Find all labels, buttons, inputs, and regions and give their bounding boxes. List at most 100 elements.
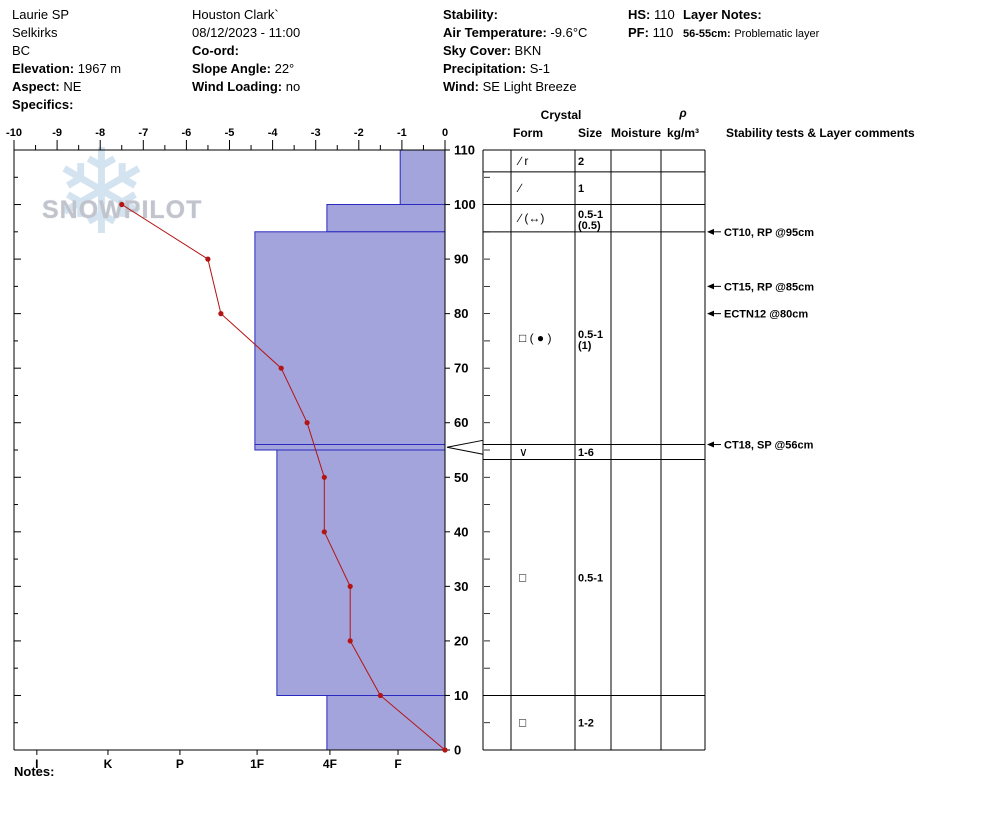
pf-line: PF: 110 bbox=[628, 25, 674, 40]
svg-text:K: K bbox=[104, 757, 113, 771]
svg-text:I: I bbox=[35, 757, 38, 771]
svg-text:-5: -5 bbox=[225, 127, 235, 139]
temperature-line bbox=[119, 201, 448, 753]
region-name: BC bbox=[12, 43, 31, 58]
svg-text:30: 30 bbox=[454, 579, 468, 594]
svg-text:F: F bbox=[394, 757, 401, 771]
aspect-line: Aspect: NE bbox=[12, 79, 82, 94]
air-temperature-line: Air Temperature: -9.6°C bbox=[443, 25, 588, 40]
temperature-point bbox=[442, 747, 448, 753]
svg-text:1F: 1F bbox=[250, 757, 264, 771]
snow-layer-bar bbox=[399, 149, 446, 205]
crystal-size: 1-6 bbox=[578, 447, 594, 459]
annotation-arrowhead-icon bbox=[707, 283, 714, 290]
svg-text:-4: -4 bbox=[268, 127, 279, 139]
svg-text:-1: -1 bbox=[397, 127, 407, 139]
crystal-form: ∕ r bbox=[516, 154, 528, 168]
temperature-axis: -10 -9 -8 -7 -6 -5 -4 -3 -2 -1 0 bbox=[6, 127, 448, 150]
comments-column-header: Stability tests & Layer comments bbox=[726, 126, 915, 140]
temperature-point bbox=[347, 638, 353, 644]
observation-datetime: 08/12/2023 - 11:00 bbox=[192, 25, 301, 40]
coordinates-line: Co-ord: bbox=[192, 43, 239, 58]
svg-text:4F: 4F bbox=[323, 757, 337, 771]
form-column-header: Form bbox=[513, 126, 543, 140]
temperature-point bbox=[304, 420, 310, 426]
temperature-point bbox=[377, 692, 383, 699]
crystal-size: 2 bbox=[578, 156, 584, 168]
svg-text:10: 10 bbox=[454, 688, 468, 703]
svg-text:70: 70 bbox=[454, 361, 468, 376]
stability-test-label: ECTN12 @80cm bbox=[724, 309, 808, 321]
svg-text:P: P bbox=[176, 757, 184, 771]
crystal-form: □ bbox=[519, 716, 526, 730]
svg-text:-8: -8 bbox=[95, 127, 105, 139]
notes-label: Notes: bbox=[14, 764, 55, 779]
range-name: Selkirks bbox=[12, 25, 58, 40]
svg-text:-10: -10 bbox=[6, 127, 22, 139]
svg-text:20: 20 bbox=[454, 633, 468, 648]
hardness-axis: I K P 1F 4F F bbox=[35, 750, 402, 771]
svg-text:50: 50 bbox=[454, 470, 468, 485]
stability-line: Stability: bbox=[443, 7, 498, 22]
svg-text:0: 0 bbox=[442, 127, 448, 139]
density-unit-header: kg/m³ bbox=[667, 126, 699, 140]
svg-text:-6: -6 bbox=[182, 127, 192, 139]
depth-axis: 0 10 20 30 40 50 60 70 80 90 100 110 bbox=[445, 143, 476, 758]
crystal-size: 0.5-1 bbox=[578, 209, 603, 221]
density-symbol-header: ρ bbox=[678, 106, 686, 120]
layer-table: Crystal ρ Form Size Moisture kg/m³ Stability t… bbox=[482, 106, 915, 751]
stability-test-label: CT18, SP @56cm bbox=[724, 440, 814, 452]
hardness-bars bbox=[254, 149, 446, 751]
elevation-line: Elevation: 1967 m bbox=[12, 61, 122, 76]
layer-notes-block: Layer Notes: 56-55cm: Problematic layer bbox=[683, 6, 819, 42]
svg-text:100: 100 bbox=[454, 197, 476, 212]
temperature-point bbox=[278, 365, 284, 371]
stability-annotations: CT10, RP @95cm CT15, RP @85cm ECTN12 @80cm… bbox=[707, 227, 814, 452]
svg-text:0: 0 bbox=[454, 743, 461, 758]
snow-layer-bar bbox=[326, 204, 446, 233]
svg-text:90: 90 bbox=[454, 252, 468, 267]
svg-text:40: 40 bbox=[454, 524, 468, 539]
crystal-size: 0.5-1 bbox=[578, 329, 603, 341]
svg-text:80: 80 bbox=[454, 306, 468, 321]
svg-text:-2: -2 bbox=[354, 127, 364, 139]
problem-layer-bar bbox=[254, 444, 446, 451]
snow-layer-bar bbox=[254, 231, 446, 445]
crystal-form: □ bbox=[519, 571, 526, 585]
precipitation-line: Precipitation: S-1 bbox=[443, 61, 550, 76]
crystal-group-header: Crystal bbox=[541, 108, 582, 122]
hs-line: HS: 110 bbox=[628, 7, 675, 22]
svg-text:-7: -7 bbox=[138, 127, 148, 139]
crystal-size: 1-2 bbox=[578, 718, 594, 730]
crystal-size: 1 bbox=[578, 183, 584, 195]
snow-layer-bar bbox=[326, 695, 446, 751]
temperature-point bbox=[321, 529, 327, 535]
crystal-form: □ ( ● ) bbox=[519, 331, 552, 345]
slope-angle-line: Slope Angle: 22° bbox=[192, 61, 295, 76]
svg-text:60: 60 bbox=[454, 415, 468, 430]
snowpilot-watermark: ❄ SNOWPILOT bbox=[42, 134, 202, 278]
crystal-form: ∨ bbox=[519, 445, 528, 459]
crystal-size-secondary: (0.5) bbox=[578, 220, 601, 232]
svg-text:-3: -3 bbox=[311, 127, 321, 139]
annotation-arrowhead-icon bbox=[707, 228, 714, 235]
crystal-form: ∕ bbox=[516, 181, 523, 195]
temperature-point bbox=[205, 256, 211, 262]
stability-test-label: CT10, RP @95cm bbox=[724, 227, 814, 239]
annotation-arrowhead-icon bbox=[707, 441, 714, 448]
crystal-form: ∕ (↔) bbox=[516, 211, 544, 225]
sky-cover-line: Sky Cover: BKN bbox=[443, 43, 542, 58]
svg-text:110: 110 bbox=[454, 143, 475, 158]
layer-notes-title: Layer Notes: bbox=[683, 7, 762, 22]
observer-name: Houston Clark` bbox=[192, 7, 279, 22]
specifics-line: Specifics: bbox=[12, 97, 74, 112]
layer-note: 56-55cm: Problematic layer bbox=[683, 28, 820, 40]
wind-line: Wind: SE Light Breeze bbox=[443, 79, 577, 94]
snowflake-icon: ❄ bbox=[52, 127, 151, 259]
moisture-column-header: Moisture bbox=[611, 126, 661, 140]
svg-text:-9: -9 bbox=[52, 127, 62, 139]
annotation-arrowhead-icon bbox=[707, 310, 714, 317]
crystal-size: 0.5-1 bbox=[578, 573, 603, 585]
snow-layer-bar bbox=[276, 449, 446, 696]
